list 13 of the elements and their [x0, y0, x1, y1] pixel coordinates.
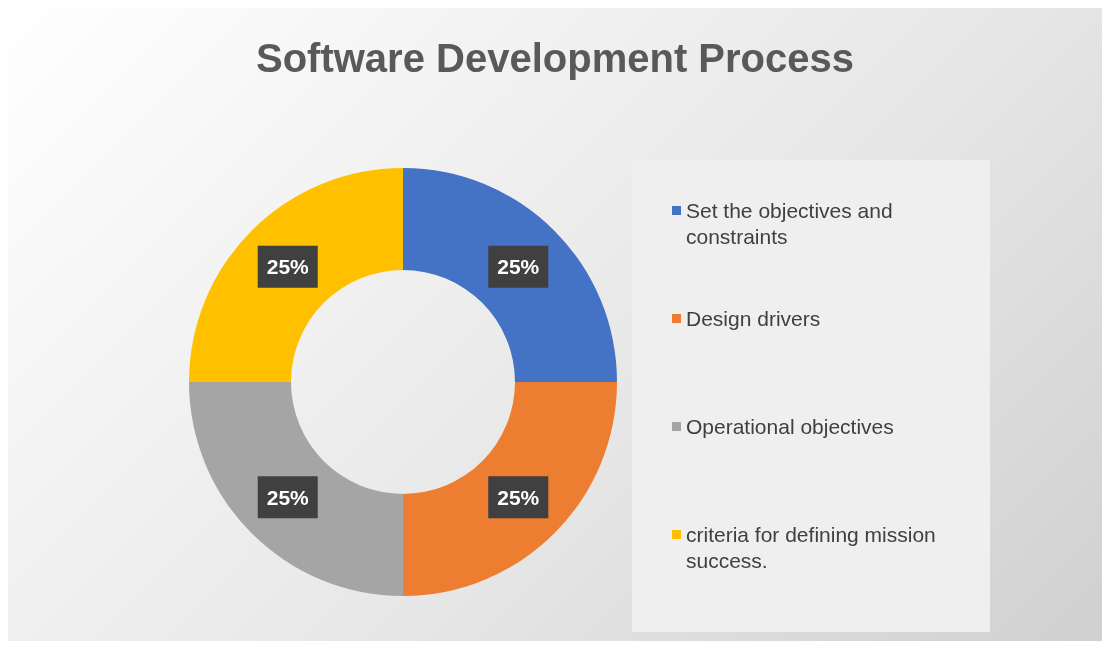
data-label: 25%: [266, 255, 310, 279]
donut-slice: [403, 168, 617, 382]
data-label: 25%: [266, 485, 310, 509]
donut-slice: [189, 382, 403, 596]
chart-title: Software Development Process: [255, 36, 855, 81]
data-label: 25%: [497, 255, 540, 279]
legend-label: Set the objectives and constraints: [686, 198, 894, 250]
legend-label: Design drivers: [686, 306, 821, 332]
donut-slice: [403, 382, 617, 596]
legend-label: Operational objectives: [686, 414, 894, 440]
donut-slice: [189, 168, 403, 382]
data-label: 25%: [497, 485, 540, 509]
legend-label: criteria for defining mission success.: [686, 522, 937, 574]
